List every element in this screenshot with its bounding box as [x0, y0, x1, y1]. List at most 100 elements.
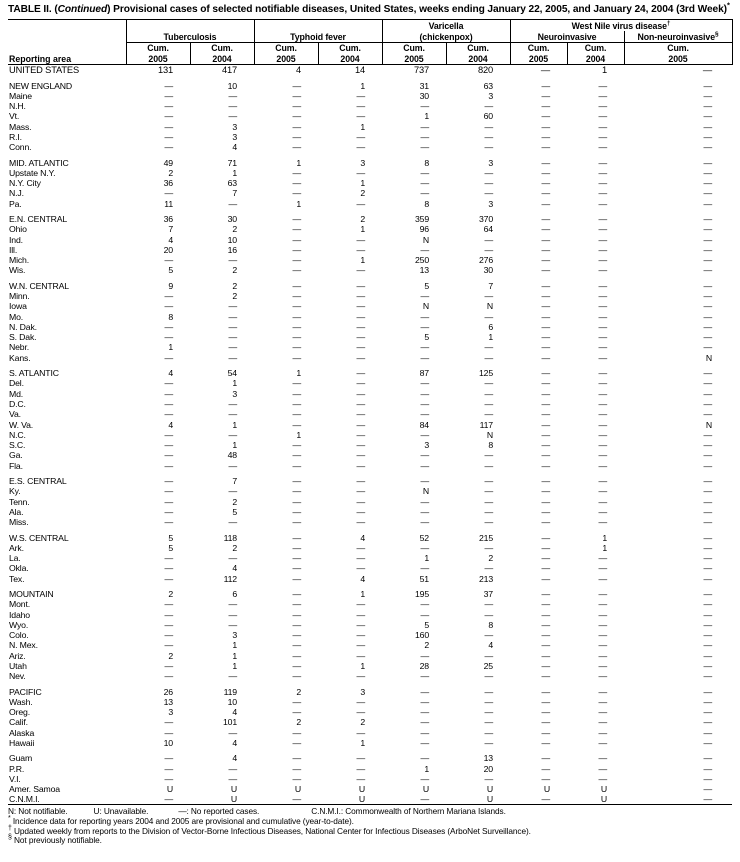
row-value: — — [420, 388, 429, 399]
row-value: — — [164, 506, 173, 517]
row-area-label: N. Dak. — [9, 321, 37, 332]
row-value: — — [292, 321, 301, 332]
row-value: — — [598, 696, 607, 707]
row-value: — — [420, 506, 429, 517]
row-value: 4 — [232, 563, 237, 574]
row-value: 25 — [483, 660, 494, 671]
header-reporting-area: Reporting area — [8, 53, 126, 65]
row-value: — — [703, 696, 713, 707]
row-value: 63 — [227, 178, 238, 189]
row-value: — — [541, 573, 550, 584]
row-value: — — [356, 496, 365, 507]
row-value: — — [598, 234, 607, 245]
footnote-text: Incidence data for reporting years 2004 … — [12, 816, 354, 827]
row-value: 3 — [488, 90, 493, 101]
row-value: — — [541, 388, 550, 399]
row-area-label: Calif. — [9, 717, 28, 728]
row-area-label: E.S. CENTRAL — [9, 476, 67, 487]
row-value: — — [292, 255, 301, 266]
row-value: U — [230, 784, 237, 795]
row-value: — — [292, 763, 301, 774]
row-value: — — [541, 167, 550, 178]
row-value: — — [484, 188, 493, 199]
row-value: — — [164, 398, 173, 409]
row-value: 1 — [232, 167, 237, 178]
row-value: — — [703, 111, 713, 122]
row-value: 1 — [296, 198, 301, 209]
row-area-label: Ga. — [9, 450, 23, 461]
row-value: — — [228, 255, 237, 266]
row-value: — — [541, 234, 550, 245]
row-value: — — [420, 311, 429, 322]
row-value: 1 — [360, 178, 365, 189]
row-value: 3 — [488, 157, 493, 168]
row-value: 1 — [360, 255, 365, 266]
row-value: — — [292, 517, 301, 528]
table-row: R.I. — 3 — — — — — — — — [8, 132, 732, 142]
row-value: — — [356, 332, 365, 343]
row-value: — — [292, 727, 301, 738]
row-value: — — [703, 121, 713, 132]
row-value: 54 — [227, 368, 238, 379]
row-value: — — [703, 573, 713, 584]
table-row: Md. — 3 — — — — — — — — [8, 388, 732, 399]
row-value: — — [420, 121, 429, 132]
row-value: — — [703, 409, 713, 420]
row-value: 8 — [488, 440, 493, 451]
row-value: — — [292, 563, 301, 574]
footnote-text: Not previously notifiable. — [14, 835, 102, 846]
row-area-label: Vt. — [9, 111, 20, 122]
row-value: 49 — [163, 157, 174, 168]
row-value: — — [292, 553, 301, 564]
row-value: — — [164, 142, 173, 153]
row-value: 52 — [419, 532, 430, 543]
row-value: — — [356, 409, 365, 420]
table-row: Conn. — 4 — — — — — — — — [8, 142, 732, 152]
row-area-label: Miss. — [9, 517, 29, 528]
row-value: 125 — [478, 368, 493, 379]
row-value: — — [292, 131, 301, 142]
table-row: N.C. — — 1 — — N — — — — [8, 430, 732, 440]
row-value: — — [703, 80, 713, 91]
row-area-label: Ark. — [9, 542, 24, 553]
row-value: — — [703, 291, 713, 302]
row-value: — — [420, 717, 429, 728]
row-value: — — [703, 188, 713, 199]
row-value: 30 — [483, 265, 494, 276]
row-value: — — [164, 609, 173, 620]
footnote-item: * Incidence data for reporting years 200… — [8, 815, 732, 827]
row-value: — — [228, 609, 237, 620]
row-area-label: Kans. — [9, 352, 31, 363]
row-value: — — [420, 707, 429, 718]
table-row: Hawaii 10 4 — 1 — — — — — — [8, 738, 732, 748]
row-value: — — [420, 291, 429, 302]
row-value: — — [356, 753, 365, 764]
row-value: 10 — [227, 696, 238, 707]
row-value: — — [598, 660, 607, 671]
row-value: — — [420, 244, 429, 255]
table-row: N.J. — 7 — 2 — — — — — — [8, 188, 732, 198]
row-area-label: S. ATLANTIC — [9, 368, 59, 379]
row-value: — — [484, 496, 493, 507]
row-value: — — [598, 244, 607, 255]
row-value: — — [541, 198, 550, 209]
row-value: — — [356, 111, 365, 122]
row-value: — — [292, 486, 301, 497]
row-value: — — [356, 352, 365, 363]
row-value: 5 — [168, 265, 173, 276]
row-value: 4 — [232, 753, 237, 764]
row-value: 3 — [360, 686, 365, 697]
row-area-label: N.J. — [9, 188, 24, 199]
title-prefix: TABLE II. ( — [8, 4, 58, 15]
row-value: — — [292, 707, 301, 718]
row-value: N — [486, 429, 493, 440]
row-value: — — [292, 542, 301, 553]
row-value: 1 — [296, 429, 301, 440]
row-value: 3 — [424, 440, 429, 451]
table-row: N.H. — — — — — — — — — — [8, 101, 732, 111]
row-value: — — [703, 707, 713, 718]
header-cum-wnv-neuro-2004: Cum. — [566, 41, 624, 54]
row-value: — — [598, 188, 607, 199]
header-blank-2 — [8, 31, 126, 43]
row-value: — — [292, 167, 301, 178]
